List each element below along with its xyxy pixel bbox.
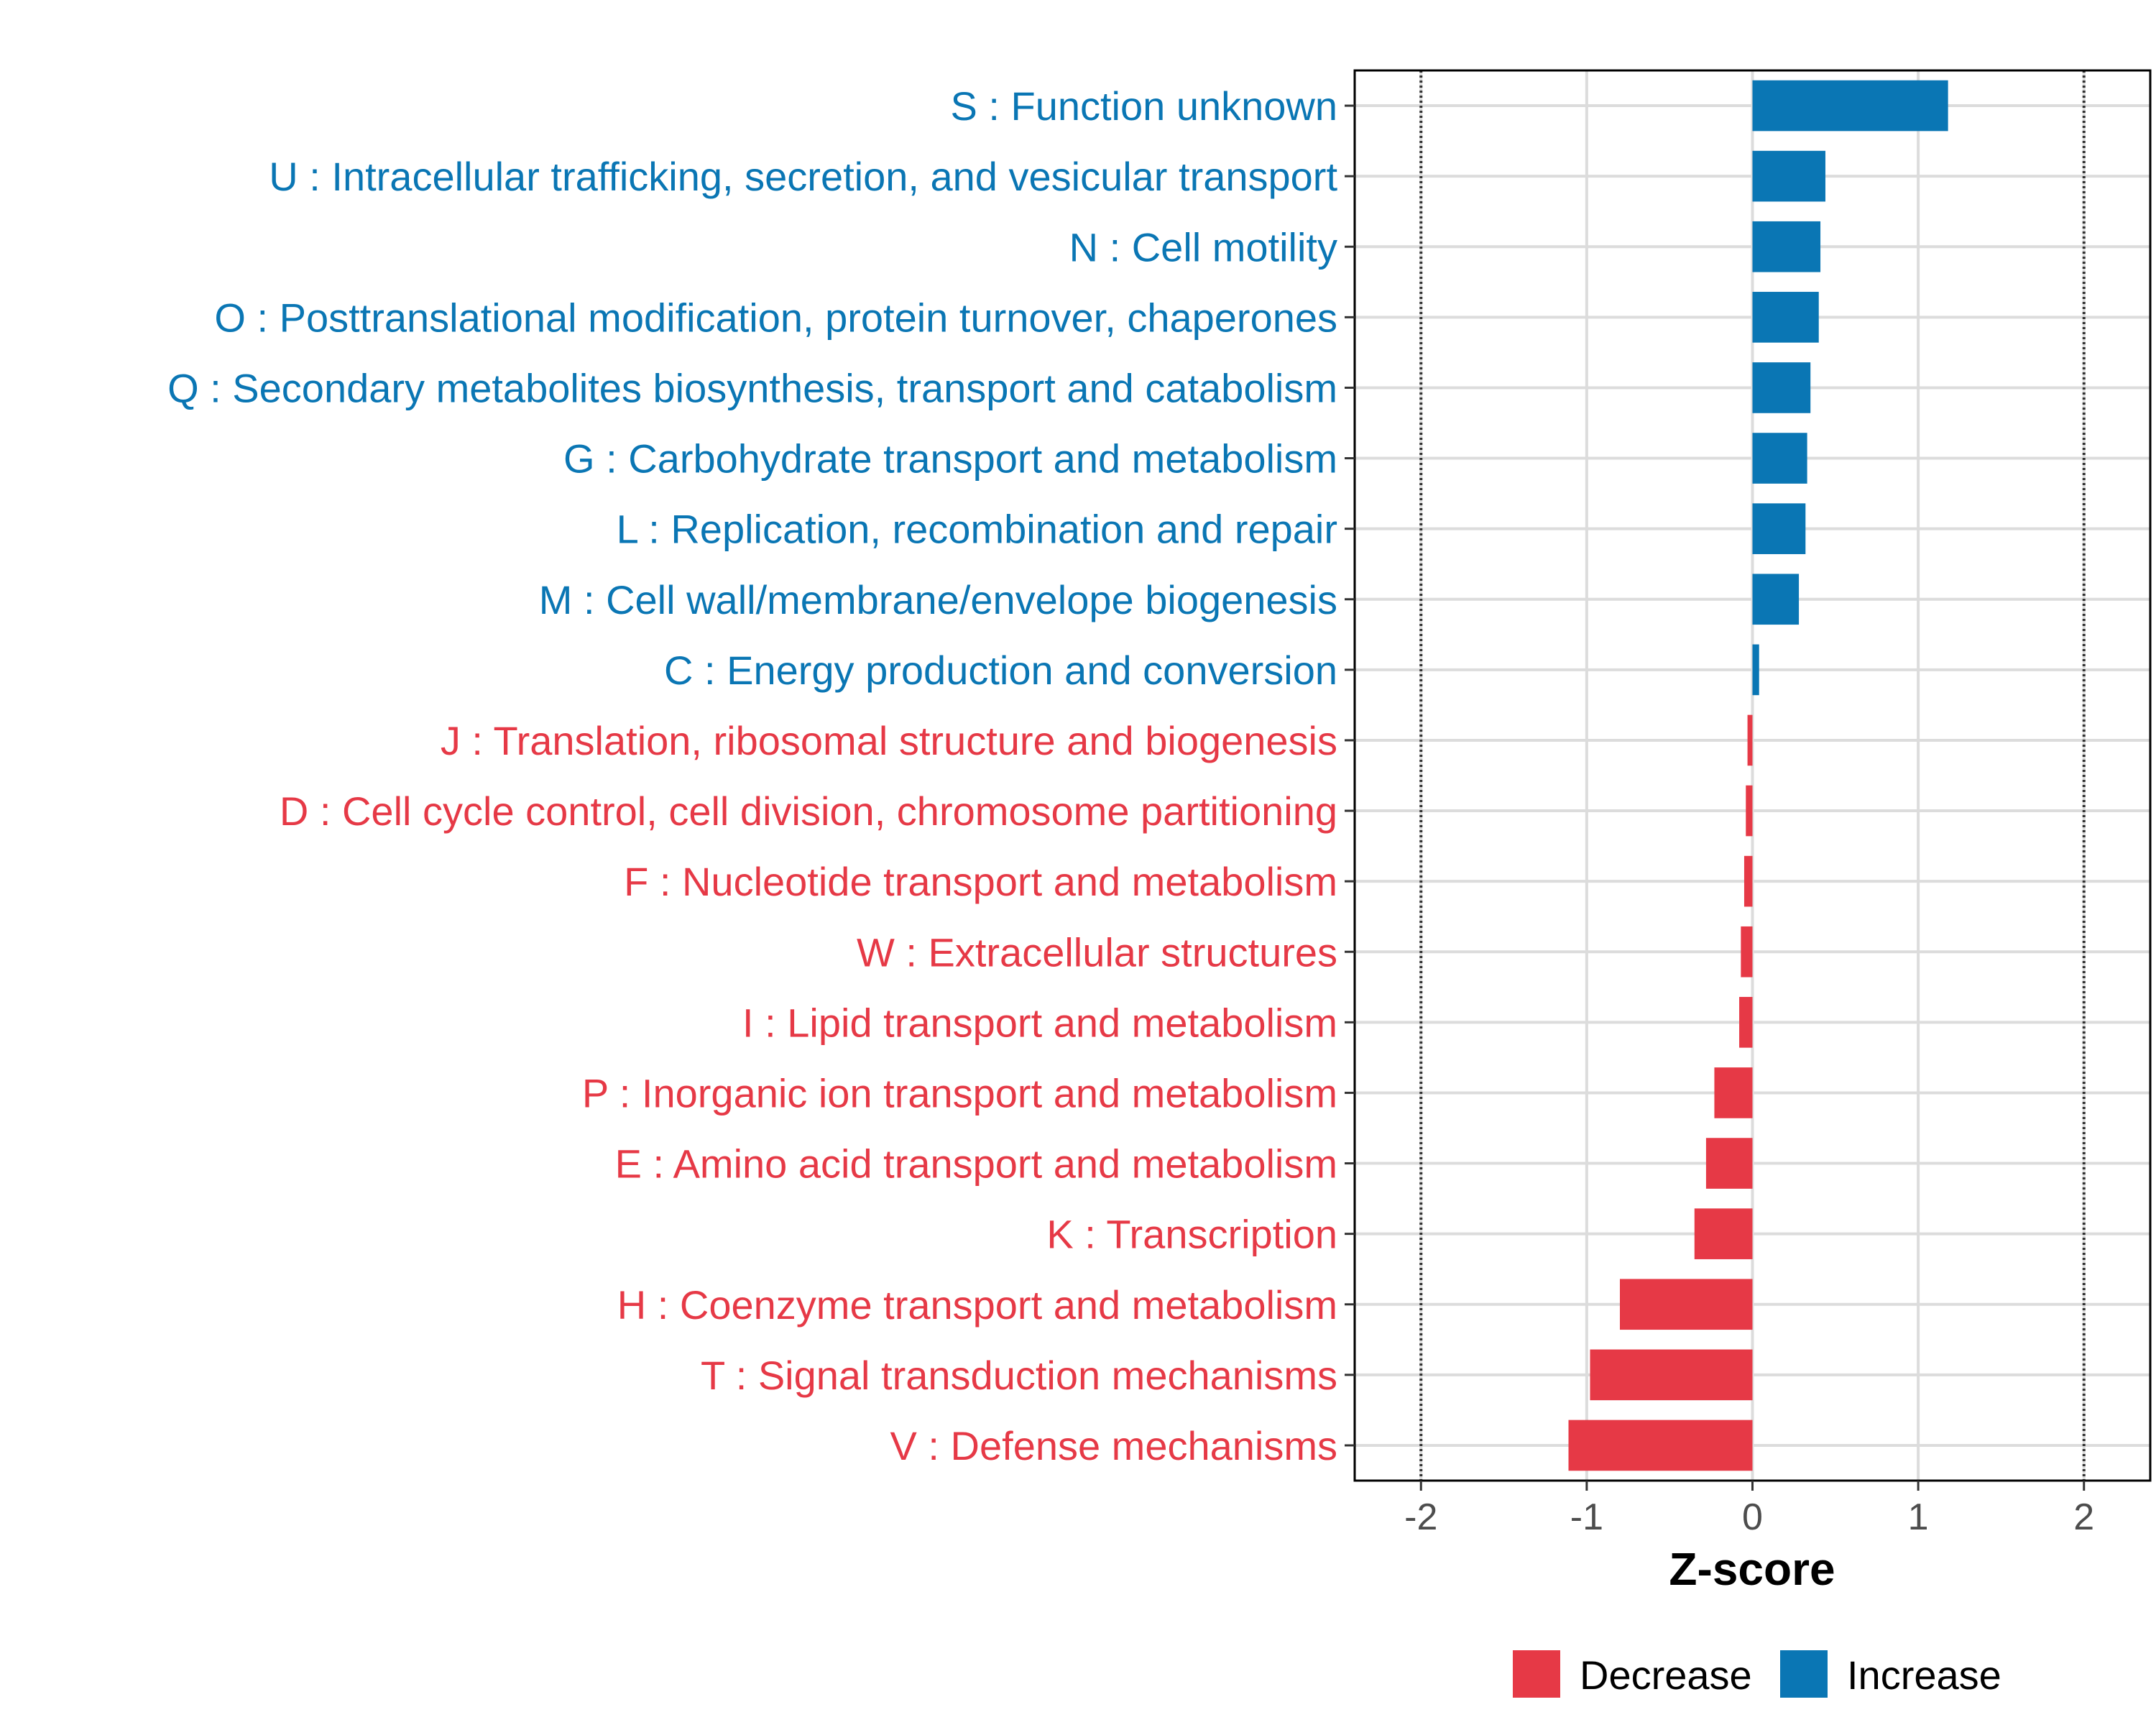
bar <box>1568 1420 1753 1471</box>
bar <box>1752 433 1807 484</box>
legend-swatch-increase <box>1780 1650 1828 1698</box>
category-label: M : Cell wall/membrane/envelope biogenes… <box>539 577 1337 622</box>
reference-lines <box>1419 70 2086 1481</box>
bar <box>1752 80 1948 132</box>
category-label: G : Carbohydrate transport and metabolis… <box>563 436 1337 482</box>
bar <box>1747 714 1753 766</box>
category-label: W : Extracellular structures <box>857 929 1337 975</box>
bar <box>1590 1349 1753 1401</box>
category-label: T : Signal transduction mechanisms <box>701 1353 1337 1398</box>
x-tick-label: 1 <box>1908 1496 1929 1538</box>
category-label: F : Nucleotide transport and metabolism <box>624 859 1337 904</box>
bar <box>1620 1279 1753 1330</box>
bar <box>1741 926 1753 978</box>
x-tick-label: -1 <box>1570 1496 1603 1538</box>
category-label: K : Transcription <box>1046 1212 1337 1257</box>
legend-swatch-decrease <box>1513 1650 1560 1698</box>
x-tick-label: 2 <box>2073 1496 2094 1538</box>
bar <box>1714 1067 1753 1118</box>
category-label: Q : Secondary metabolites biosynthesis, … <box>167 365 1337 410</box>
bar <box>1752 362 1811 413</box>
bar <box>1752 150 1825 202</box>
category-label: C : Energy production and conversion <box>664 648 1337 693</box>
x-tick-label: -2 <box>1404 1496 1437 1538</box>
category-label: N : Cell motility <box>1069 224 1337 270</box>
category-label: V : Defense mechanisms <box>890 1423 1337 1468</box>
bar <box>1752 221 1821 272</box>
x-axis-title: Z-score <box>1669 1543 1835 1595</box>
x-tick-label: 0 <box>1742 1496 1763 1538</box>
category-label: O : Posttranslational modification, prot… <box>214 295 1337 340</box>
bar <box>1752 292 1819 343</box>
bar <box>1746 785 1753 837</box>
category-label: E : Amino acid transport and metabolism <box>615 1141 1337 1187</box>
category-label: U : Intracellular trafficking, secretion… <box>269 154 1337 199</box>
bar <box>1739 997 1753 1048</box>
category-label: D : Cell cycle control, cell division, c… <box>280 788 1337 834</box>
bar <box>1752 644 1759 696</box>
bar <box>1752 574 1800 625</box>
bar <box>1705 1138 1753 1189</box>
category-label: J : Translation, ribosomal structure and… <box>441 718 1337 763</box>
category-label: P : Inorganic ion transport and metaboli… <box>582 1070 1337 1116</box>
bar <box>1752 503 1806 554</box>
legend-label-increase: Increase <box>1847 1652 2001 1698</box>
y-axis-category-labels: S : Function unknown U : Intracellular tr… <box>167 83 1337 1468</box>
legend: Decrease Increase <box>1513 1650 2001 1698</box>
y-axis-ticks <box>1345 104 1355 1447</box>
category-label: H : Coenzyme transport and metabolism <box>617 1282 1337 1328</box>
category-label: I : Lipid transport and metabolism <box>742 1000 1337 1045</box>
bars <box>1568 80 1948 1471</box>
bar <box>1694 1208 1753 1259</box>
category-label: L : Replication, recombination and repai… <box>617 507 1337 552</box>
legend-label-decrease: Decrease <box>1580 1652 1752 1698</box>
bar <box>1743 855 1753 907</box>
category-label: S : Function unknown <box>950 83 1337 129</box>
x-axis-ticks: -2 -1 0 1 2 <box>1404 1481 2094 1538</box>
